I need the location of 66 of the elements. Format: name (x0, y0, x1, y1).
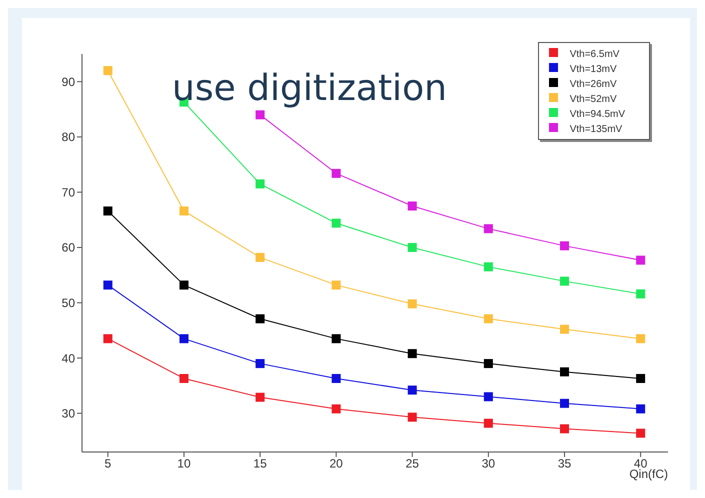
point (484, 392, 493, 402)
point (179, 206, 188, 216)
x-tick-label: 10 (177, 456, 191, 471)
y-tick-label: 90 (62, 74, 76, 89)
y-tick-label: 50 (62, 296, 76, 310)
point (408, 202, 417, 211)
point (484, 359, 493, 368)
x-axis-title: Qin(fC) (629, 467, 668, 481)
y-tick-label: 80 (62, 130, 76, 144)
point (560, 398, 569, 408)
point (484, 418, 493, 428)
point (332, 218, 341, 228)
y-tick-label: 40 (62, 351, 76, 366)
annotation: use digitization (172, 68, 447, 109)
point (103, 206, 112, 216)
point (256, 392, 265, 402)
y-tick-label: 60 (62, 240, 76, 255)
point (256, 359, 265, 368)
legend-label: Vth=52mV (570, 94, 617, 105)
point (560, 241, 569, 250)
point (560, 424, 569, 434)
point (560, 324, 569, 334)
point (256, 179, 265, 188)
point (179, 280, 188, 290)
point (332, 404, 341, 414)
x-tick-label: 35 (558, 456, 572, 471)
x-tick-label: 5 (104, 456, 112, 471)
point (636, 374, 646, 383)
y-tick-label: 30 (62, 406, 76, 421)
legend-label: Vth=26mV (570, 79, 617, 90)
point (636, 404, 646, 414)
point (256, 110, 265, 120)
point (484, 314, 493, 324)
point (103, 280, 112, 290)
point (484, 262, 493, 272)
point (332, 334, 341, 344)
point (179, 374, 188, 383)
point (103, 334, 112, 344)
x-tick-label: 25 (406, 456, 420, 471)
legend-label: Vth=6.5mV (570, 49, 620, 60)
point (256, 252, 265, 262)
point (408, 386, 417, 395)
point (408, 412, 417, 422)
point (332, 280, 341, 290)
point (636, 256, 646, 265)
point (408, 299, 417, 308)
x-tick-label: 15 (253, 456, 268, 471)
point (332, 374, 341, 383)
point (636, 428, 646, 438)
point (636, 289, 646, 298)
legend-label: Vth=13mV (570, 64, 617, 75)
y-tick-label: 70 (62, 185, 76, 200)
point (560, 276, 569, 286)
point (332, 168, 341, 178)
point (560, 367, 569, 376)
point (408, 349, 417, 358)
point (256, 314, 265, 324)
point (484, 224, 493, 234)
point (103, 66, 112, 76)
x-tick-label: 30 (482, 456, 496, 471)
point (408, 242, 417, 252)
x-tick-label: 20 (330, 456, 344, 471)
point (636, 334, 646, 344)
legend-label: Vth=135mV (570, 124, 622, 135)
point (179, 334, 188, 344)
legend-label: Vth=94.5mV (570, 109, 625, 120)
